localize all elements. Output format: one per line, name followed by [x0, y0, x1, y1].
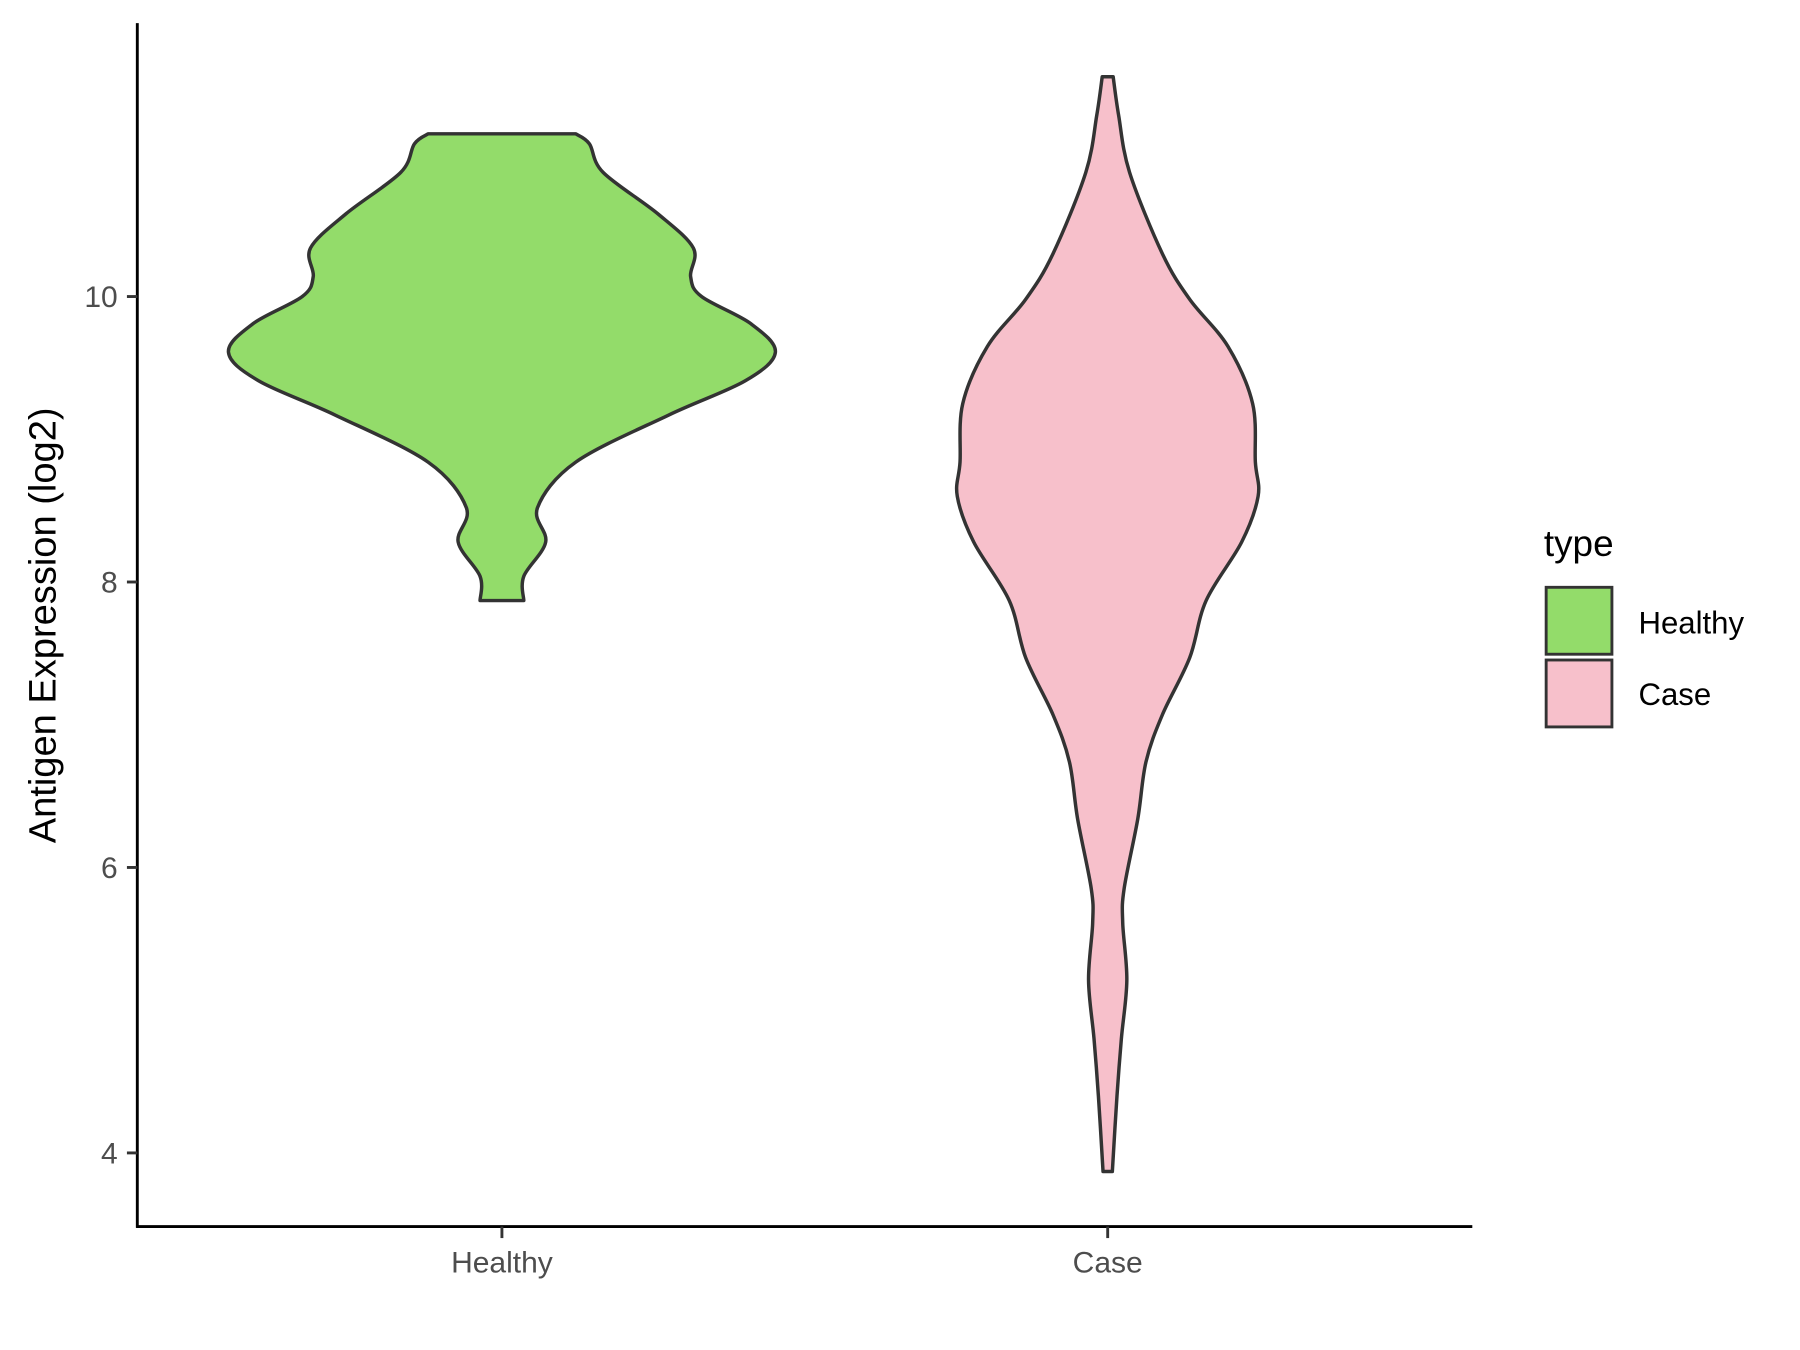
x-tick-label-case: Case: [1073, 1247, 1143, 1280]
legend-entry-healthy: Healthy: [1544, 585, 1744, 656]
legend-label-case: Case: [1638, 677, 1711, 712]
y-axis-label: Antigen Expression (log2): [22, 407, 64, 843]
x-tick-label-healthy: Healthy: [451, 1247, 553, 1280]
y-tick-label: 6: [101, 852, 118, 885]
legend-label-healthy: Healthy: [1638, 605, 1744, 640]
legend-entry-case: Case: [1544, 658, 1711, 729]
violin-healthy: [226, 132, 778, 603]
x-ticks: Healthy Case: [451, 1226, 1143, 1280]
legend: type Healthy Case: [1544, 523, 1744, 729]
y-ticks: 4 6 8 10: [84, 281, 138, 1170]
violins: [226, 75, 1261, 1174]
legend-title: type: [1544, 523, 1614, 564]
y-tick-label: 10: [84, 281, 117, 314]
y-tick-label: 4: [101, 1137, 118, 1170]
legend-key-case: [1544, 658, 1614, 729]
violin-case: [954, 75, 1261, 1174]
legend-key-healthy: [1544, 585, 1614, 656]
y-tick-label: 8: [101, 566, 118, 599]
